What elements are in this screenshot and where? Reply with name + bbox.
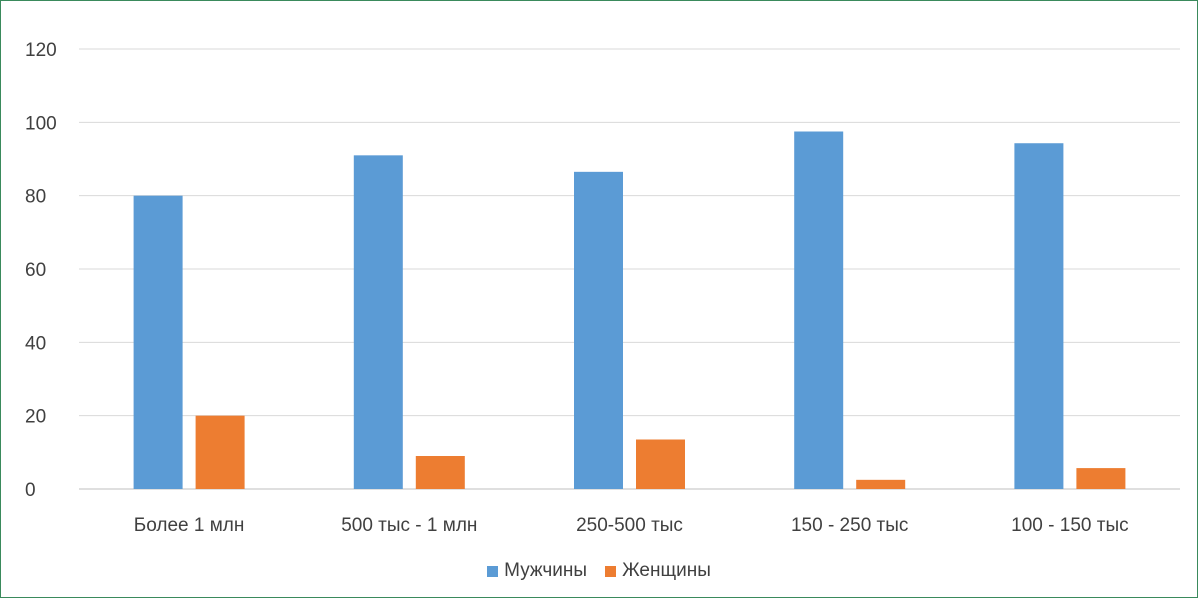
legend-item-men: Мужчины: [487, 560, 587, 582]
bar-women: [195, 415, 245, 489]
y-tick-label: 20: [25, 407, 46, 428]
y-axis-ticks: 0 20 40 60 80 100 120: [25, 40, 57, 501]
bar-men: [1014, 143, 1064, 489]
y-tick-label: 40: [25, 333, 46, 354]
bar-women: [856, 479, 906, 489]
y-tick-label: 100: [25, 113, 57, 134]
x-tick-label: 100 - 150 тыс: [1011, 515, 1128, 536]
legend-item-women: Женщины: [605, 560, 711, 582]
y-tick-label: 120: [25, 40, 57, 61]
x-tick-label: 250-500 тыс: [576, 515, 683, 536]
bars: [133, 131, 1126, 490]
bar-men: [133, 195, 183, 489]
gridlines: [79, 48, 1180, 490]
y-tick-label: 60: [25, 260, 46, 281]
legend-swatch-women: [605, 565, 617, 577]
bar-men: [794, 131, 844, 489]
legend-swatch-men: [487, 565, 499, 577]
y-tick-label: 0: [25, 480, 36, 501]
bar-women: [636, 439, 685, 489]
x-tick-label: Более 1 млн: [134, 515, 245, 536]
bar-women: [415, 456, 465, 489]
legend-label-men: Мужчины: [504, 560, 588, 581]
x-tick-label: 150 - 250 тыс: [791, 515, 908, 536]
legend-label-women: Женщины: [622, 560, 711, 581]
legend: Мужчины Женщины: [0, 560, 1198, 582]
x-axis-ticks: Более 1 млн 500 тыс - 1 млн 250-500 тыс 150…: [134, 515, 1129, 536]
bar-women: [1076, 468, 1126, 489]
y-tick-label: 80: [25, 187, 46, 208]
bar-men: [353, 155, 403, 490]
x-tick-label: 500 тыс - 1 млн: [341, 515, 477, 536]
bar-men: [574, 171, 623, 490]
